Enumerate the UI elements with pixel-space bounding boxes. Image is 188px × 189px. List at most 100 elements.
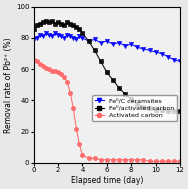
Activated carbon	[93, 157, 96, 159]
Fe⁰/C ceramsites	[78, 35, 80, 37]
Fe⁰/C ceramsites	[57, 34, 59, 36]
Fe⁰/C ceramsites	[39, 34, 41, 36]
Fe⁰/C ceramsites	[111, 43, 114, 45]
Fe⁰/activated carbon	[142, 105, 144, 108]
Fe⁰/activated carbon	[178, 110, 180, 112]
Fe⁰/C ceramsites	[105, 40, 108, 42]
Fe⁰/C ceramsites	[45, 32, 47, 34]
Fe⁰/activated carbon	[69, 23, 71, 25]
Fe⁰/C ceramsites	[118, 41, 120, 44]
Fe⁰/activated carbon	[148, 107, 150, 109]
Fe⁰/activated carbon	[160, 109, 162, 111]
Fe⁰/activated carbon	[172, 110, 174, 112]
Fe⁰/activated carbon	[136, 102, 138, 105]
Fe⁰/activated carbon	[166, 110, 168, 112]
Activated carbon	[81, 154, 83, 156]
Fe⁰/activated carbon	[39, 23, 41, 25]
Activated carbon	[118, 159, 120, 161]
Fe⁰/activated carbon	[78, 27, 80, 30]
Fe⁰/C ceramsites	[66, 34, 68, 36]
Activated carbon	[32, 59, 35, 61]
Fe⁰/C ceramsites	[178, 60, 180, 63]
Activated carbon	[166, 160, 168, 163]
Activated carbon	[42, 65, 44, 67]
Fe⁰/activated carbon	[99, 60, 102, 63]
Activated carbon	[105, 159, 108, 161]
Activated carbon	[39, 63, 41, 66]
Activated carbon	[72, 107, 74, 109]
Activated carbon	[57, 71, 59, 73]
Activated carbon	[45, 67, 47, 69]
Activated carbon	[111, 159, 114, 161]
Fe⁰/C ceramsites	[87, 40, 89, 42]
Activated carbon	[63, 76, 65, 78]
Fe⁰/C ceramsites	[48, 34, 50, 36]
Activated carbon	[142, 159, 144, 161]
Activated carbon	[160, 160, 162, 163]
Activated carbon	[178, 160, 180, 163]
Fe⁰/activated carbon	[72, 24, 74, 26]
Activated carbon	[172, 160, 174, 163]
Fe⁰/activated carbon	[32, 27, 35, 30]
Activated carbon	[87, 157, 89, 159]
Activated carbon	[124, 159, 126, 161]
Fe⁰/activated carbon	[57, 21, 59, 23]
Fe⁰/C ceramsites	[124, 45, 126, 47]
Fe⁰/C ceramsites	[32, 38, 35, 41]
Fe⁰/activated carbon	[81, 32, 83, 34]
Line: Activated carbon: Activated carbon	[31, 58, 181, 163]
Fe⁰/C ceramsites	[42, 35, 44, 37]
Line: Fe⁰/C ceramsites: Fe⁰/C ceramsites	[31, 31, 181, 64]
Fe⁰/C ceramsites	[75, 38, 77, 41]
Activated carbon	[54, 70, 56, 72]
Fe⁰/activated carbon	[35, 24, 38, 26]
Fe⁰/activated carbon	[54, 23, 56, 25]
Legend: Fe⁰/C ceramsites, Fe⁰/activated carbon, Activated carbon: Fe⁰/C ceramsites, Fe⁰/activated carbon, …	[92, 95, 176, 121]
Fe⁰/activated carbon	[66, 21, 68, 23]
Fe⁰/activated carbon	[111, 79, 114, 81]
Fe⁰/C ceramsites	[35, 37, 38, 39]
Fe⁰/C ceramsites	[72, 37, 74, 39]
X-axis label: Elapsed time (day): Elapsed time (day)	[70, 176, 143, 185]
Fe⁰/C ceramsites	[54, 32, 56, 34]
Activated carbon	[48, 68, 50, 70]
Fe⁰/activated carbon	[60, 23, 62, 25]
Fe⁰/activated carbon	[118, 87, 120, 89]
Fe⁰/C ceramsites	[99, 41, 102, 44]
Activated carbon	[66, 81, 68, 83]
Fe⁰/activated carbon	[87, 40, 89, 42]
Activated carbon	[69, 91, 71, 94]
Activated carbon	[99, 159, 102, 161]
Fe⁰/C ceramsites	[130, 43, 132, 45]
Activated carbon	[154, 160, 156, 163]
Fe⁰/activated carbon	[45, 20, 47, 22]
Y-axis label: Removal rate of Pb²⁺ (%): Removal rate of Pb²⁺ (%)	[4, 37, 13, 133]
Fe⁰/activated carbon	[93, 49, 96, 52]
Fe⁰/C ceramsites	[60, 35, 62, 37]
Fe⁰/activated carbon	[105, 71, 108, 73]
Fe⁰/C ceramsites	[172, 59, 174, 61]
Fe⁰/activated carbon	[48, 21, 50, 23]
Activated carbon	[130, 159, 132, 161]
Fe⁰/activated carbon	[75, 26, 77, 28]
Activated carbon	[75, 127, 77, 130]
Fe⁰/activated carbon	[42, 21, 44, 23]
Fe⁰/C ceramsites	[160, 52, 162, 55]
Fe⁰/activated carbon	[51, 20, 53, 22]
Activated carbon	[136, 159, 138, 161]
Activated carbon	[35, 60, 38, 63]
Activated carbon	[60, 73, 62, 75]
Fe⁰/activated carbon	[130, 98, 132, 100]
Fe⁰/C ceramsites	[142, 48, 144, 50]
Activated carbon	[148, 160, 150, 163]
Fe⁰/activated carbon	[154, 109, 156, 111]
Fe⁰/activated carbon	[124, 93, 126, 95]
Line: Fe⁰/activated carbon: Fe⁰/activated carbon	[31, 19, 181, 113]
Fe⁰/C ceramsites	[93, 38, 96, 41]
Fe⁰/C ceramsites	[136, 46, 138, 48]
Fe⁰/C ceramsites	[69, 35, 71, 37]
Fe⁰/activated carbon	[63, 24, 65, 26]
Fe⁰/C ceramsites	[81, 37, 83, 39]
Activated carbon	[78, 143, 80, 145]
Activated carbon	[51, 70, 53, 72]
